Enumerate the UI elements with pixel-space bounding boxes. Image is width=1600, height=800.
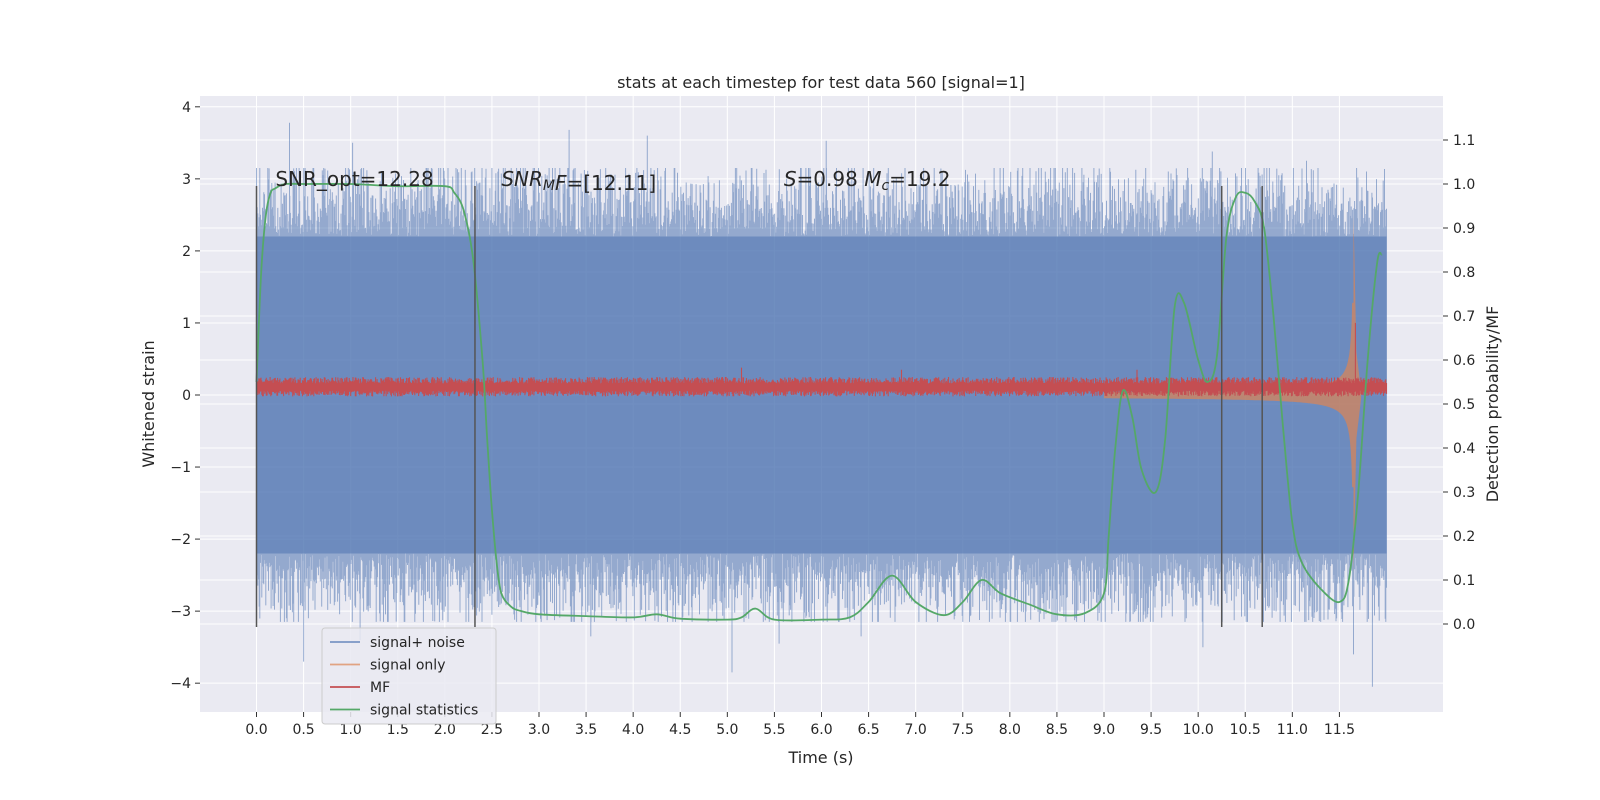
annotation-2: SNRMF=[12.11] <box>501 167 656 195</box>
x-tick-label: 9.5 <box>1140 722 1162 738</box>
x-tick-label: 8.5 <box>1046 722 1068 738</box>
x-tick-label: 3.0 <box>528 722 550 738</box>
x-axis-title: Time (s) <box>787 748 853 767</box>
legend-box <box>321 627 497 725</box>
y2-tick-label: 0.0 <box>1453 617 1475 633</box>
y-axis-title: Whitened strain <box>139 340 158 467</box>
y-tick-label: 1 <box>182 316 191 332</box>
annotation-1: SNR_opt=12.28 <box>275 167 433 191</box>
x-tick-label: 6.5 <box>857 722 879 738</box>
x-tick-label: 10.0 <box>1183 722 1214 738</box>
x-tick-label: 5.5 <box>763 722 785 738</box>
y-tick-label: −2 <box>170 532 191 548</box>
chart-title: stats at each timestep for test data 560… <box>617 73 1025 92</box>
y2-tick-label: 0.9 <box>1453 221 1475 237</box>
x-tick-label: 11.5 <box>1324 722 1355 738</box>
annotation-3: S=0.98 Mc=19.2 <box>784 167 951 194</box>
y2-tick-label: 0.2 <box>1453 529 1475 545</box>
x-tick-label: 0.0 <box>245 722 267 738</box>
x-tick-label: 1.0 <box>340 722 362 738</box>
y2-tick-label: 0.1 <box>1453 573 1475 589</box>
legend-label: MF <box>370 680 390 696</box>
x-tick-label: 5.0 <box>716 722 738 738</box>
y2-tick-label: 0.7 <box>1453 309 1475 325</box>
signal-statistics-line <box>255 182 1383 622</box>
x-tick-label: 9.0 <box>1093 722 1115 738</box>
y2-tick-label: 0.3 <box>1453 485 1475 501</box>
y-tick-label: 4 <box>182 100 191 116</box>
y2-tick-label: 0.4 <box>1453 441 1475 457</box>
legend-label: signal statistics <box>370 703 478 719</box>
x-tick-label: 7.5 <box>952 722 974 738</box>
y-tick-label: −3 <box>170 604 191 620</box>
y2-tick-label: 0.8 <box>1453 265 1475 281</box>
x-tick-label: 6.0 <box>810 722 832 738</box>
x-tick-label: 0.5 <box>292 722 314 738</box>
y-tick-label: 0 <box>182 388 191 404</box>
y2-tick-label: 0.5 <box>1453 397 1475 413</box>
x-tick-label: 2.0 <box>434 722 456 738</box>
legend-label: signal only <box>370 658 445 674</box>
y-tick-label: 2 <box>182 244 191 260</box>
y-tick-label: −1 <box>170 460 191 476</box>
axes: 0.0 0.5 1.0 1.5 2.0 2.5 3.0 3.5 4.0 4.5 5.0 5.5 6.0 6… <box>170 100 1475 738</box>
x-tick-label: 10.5 <box>1230 722 1261 738</box>
vertical-markers <box>255 186 1263 627</box>
y2-axis-title: Detection probability/MF <box>1483 306 1502 503</box>
annotations: SNR_opt=12.28 SNRMF=[12.11] S=0.98 Mc=19.2 <box>275 167 950 195</box>
signal-only-trace <box>1104 214 1362 576</box>
x-tick-label: 11.0 <box>1277 722 1308 738</box>
x-tick-label: 4.5 <box>669 722 691 738</box>
legend-label: signal+ noise <box>370 635 465 651</box>
y2-tick-label: 0.6 <box>1453 353 1475 369</box>
y2-tick-label: 1.0 <box>1453 177 1475 193</box>
x-tick-label: 3.5 <box>575 722 597 738</box>
series-signal-statistics <box>255 182 1383 622</box>
x-tick-label: 4.0 <box>622 722 644 738</box>
series-signal-only <box>1104 214 1362 576</box>
x-tick-label: 2.5 <box>481 722 503 738</box>
x-tick-label: 1.5 <box>387 722 409 738</box>
y-tick-label: −4 <box>170 676 191 692</box>
x-tick-label: 7.0 <box>905 722 927 738</box>
x-tick-label: 8.0 <box>999 722 1021 738</box>
y-tick-label: 3 <box>182 172 191 188</box>
legend: signal+ noise signal only MF signal statist… <box>321 627 497 725</box>
y2-tick-label: 1.1 <box>1453 133 1475 149</box>
series-layer <box>255 122 1388 687</box>
